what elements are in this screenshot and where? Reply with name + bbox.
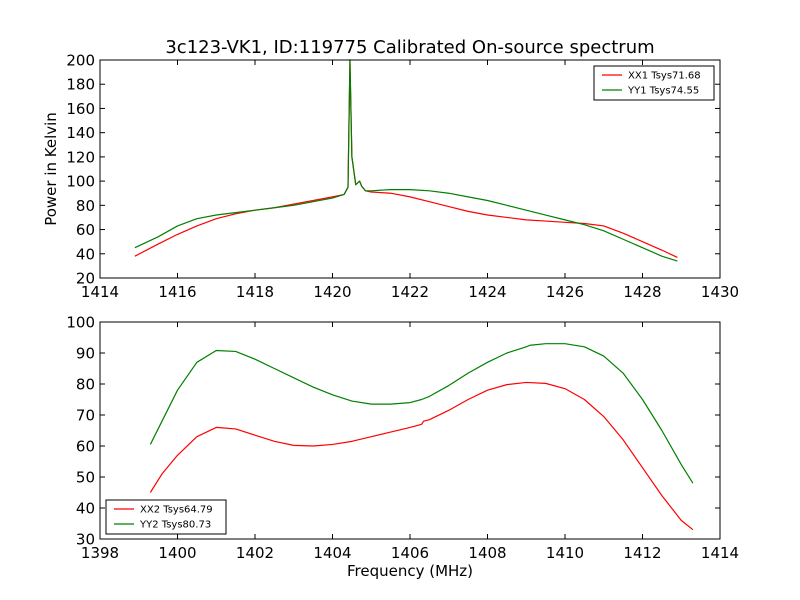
y-tick-label: 180 bbox=[66, 76, 95, 94]
x-tick-label: 1400 bbox=[158, 544, 196, 562]
legend-box bbox=[105, 499, 227, 535]
series-line-1-panel-2 bbox=[149, 381, 694, 531]
x-tick-label: 1416 bbox=[158, 283, 196, 301]
y-tick-label: 140 bbox=[66, 124, 95, 142]
x-tick-label: 1420 bbox=[313, 283, 351, 301]
legend-label: XX2 Tsys64.79 bbox=[140, 505, 213, 516]
top-panel: 1414 1416 1418 1420 1422 1424 1426 1428 1430 20 40… bbox=[66, 52, 739, 302]
x-tick-label: 1424 bbox=[468, 283, 506, 301]
y-tick-label: 60 bbox=[76, 221, 95, 239]
y-tick-label: 160 bbox=[66, 100, 95, 118]
y-tick-label: 70 bbox=[76, 407, 95, 425]
x-tick-label: 1408 bbox=[468, 544, 506, 562]
x-tick-label: 1404 bbox=[313, 544, 351, 562]
x-tick-label: 1418 bbox=[236, 283, 274, 301]
x-tick-label: 1422 bbox=[391, 283, 429, 301]
x-axis-label: Frequency (MHz) bbox=[347, 562, 473, 580]
x-tick-label: 1428 bbox=[623, 283, 661, 301]
legend-label: XX1 Tsys71.68 bbox=[628, 71, 701, 82]
x-tick-label: 1426 bbox=[546, 283, 584, 301]
y-tick-label: 40 bbox=[76, 245, 95, 263]
x-tick-label: 1402 bbox=[236, 544, 274, 562]
x-tick-label: 1406 bbox=[391, 544, 429, 562]
y-tick-label: 20 bbox=[76, 270, 95, 288]
y-tick-label: 60 bbox=[76, 438, 95, 456]
legend: XX1 Tsys71.68 YY1 Tsys74.55 bbox=[593, 65, 715, 101]
series-line-2-panel-1 bbox=[134, 59, 678, 262]
x-tick-label: 1414 bbox=[81, 283, 119, 301]
x-tick-label: 1430 bbox=[701, 283, 739, 301]
y-tick-label: 90 bbox=[76, 345, 95, 363]
y-tick-label: 200 bbox=[66, 52, 95, 70]
y-tick-label: 40 bbox=[76, 500, 95, 518]
x-tick-label: 1412 bbox=[623, 544, 661, 562]
x-tick-label: 1410 bbox=[546, 544, 584, 562]
x-tick-label: 1398 bbox=[81, 544, 119, 562]
legend: XX2 Tsys64.79 YY2 Tsys80.73 bbox=[105, 499, 227, 535]
y-tick-label: 100 bbox=[66, 173, 95, 191]
legend-box bbox=[593, 65, 715, 101]
x-tick-label: 1414 bbox=[701, 544, 739, 562]
series-line-2-panel-2 bbox=[149, 343, 694, 484]
y-tick-label: 100 bbox=[66, 314, 95, 332]
y-tick-label: 30 bbox=[76, 531, 95, 549]
bottom-panel: 1398 1400 1402 1404 1406 1408 1410 1412 1414 30 40… bbox=[66, 314, 739, 563]
legend-label: YY2 Tsys80.73 bbox=[139, 520, 211, 531]
y-tick-label: 80 bbox=[76, 376, 95, 394]
y-tick-label: 50 bbox=[76, 469, 95, 487]
y-axis-label: Power in Kelvin bbox=[42, 112, 60, 226]
y-tick-label: 120 bbox=[66, 148, 95, 166]
chart-title: 3c123-VK1, ID:119775 Calibrated On-sourc… bbox=[165, 37, 654, 58]
legend-label: YY1 Tsys74.55 bbox=[627, 86, 699, 97]
y-tick-label: 80 bbox=[76, 197, 95, 215]
